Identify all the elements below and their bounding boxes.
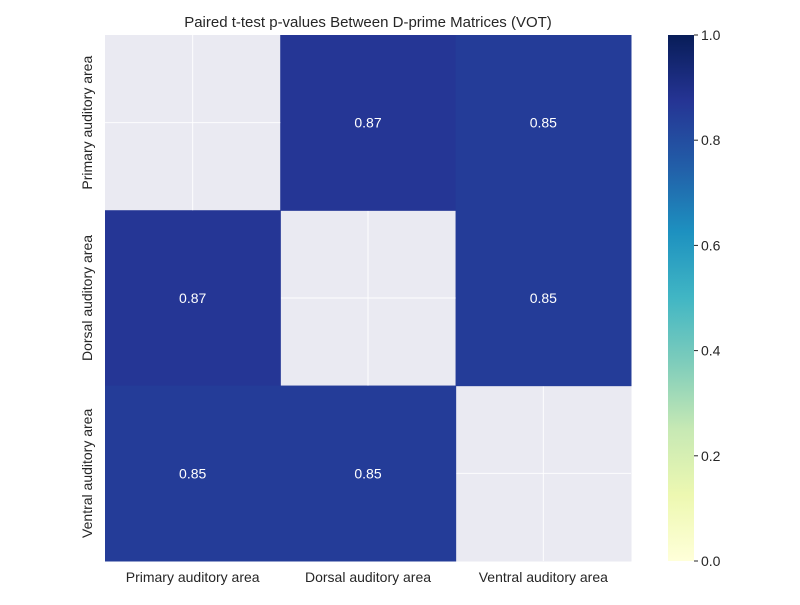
colorbar: 0.0 0.2 0.4 0.6 0.8 1.0 (668, 27, 721, 569)
y-tick-label: Primary auditory area (79, 56, 95, 190)
colorbar-gradient (668, 35, 694, 561)
y-tick-label: Dorsal auditory area (79, 235, 95, 361)
y-axis-tick-labels: Primary auditory area Dorsal auditory are… (79, 56, 95, 538)
x-tick-label: Ventral auditory area (479, 569, 608, 585)
x-axis-tick-labels: Primary auditory area Dorsal auditory are… (126, 569, 608, 585)
cell-value-label: 0.85 (530, 290, 557, 306)
cell-value-label: 0.85 (530, 115, 557, 131)
heatmap-grid (105, 35, 632, 562)
heatmap-cell-overlay (105, 385, 281, 562)
cell-value-label: 0.87 (354, 115, 381, 131)
colorbar-tick-label: 0.4 (701, 343, 721, 359)
colorbar-tick-label: 1.0 (701, 27, 721, 43)
heatmap-cell-overlay (280, 35, 457, 211)
y-tick-label: Ventral auditory area (79, 409, 95, 538)
x-tick-label: Dorsal auditory area (305, 569, 431, 585)
cell-value-label: 0.85 (179, 465, 206, 481)
cell-value-label: 0.87 (179, 290, 206, 306)
x-tick-label: Primary auditory area (126, 569, 260, 585)
colorbar-tick-label: 0.2 (701, 448, 721, 464)
colorbar-tick-label: 0.8 (701, 132, 721, 148)
colorbar-tick-label: 0.6 (701, 237, 721, 253)
heatmap-cell-overlay (455, 210, 632, 387)
chart-title: Paired t-test p-values Between D-prime M… (184, 14, 552, 31)
heatmap-cell-overlay (280, 385, 457, 562)
heatmap-cell-labels: 0.87 0.85 0.87 0.85 0.85 0.85 (179, 115, 557, 482)
cell-value-label: 0.85 (354, 465, 381, 481)
heatmap-cell-overlay (105, 210, 281, 387)
heatmap-cell-overlay (455, 35, 632, 211)
colorbar-tick-label: 0.0 (701, 553, 721, 569)
